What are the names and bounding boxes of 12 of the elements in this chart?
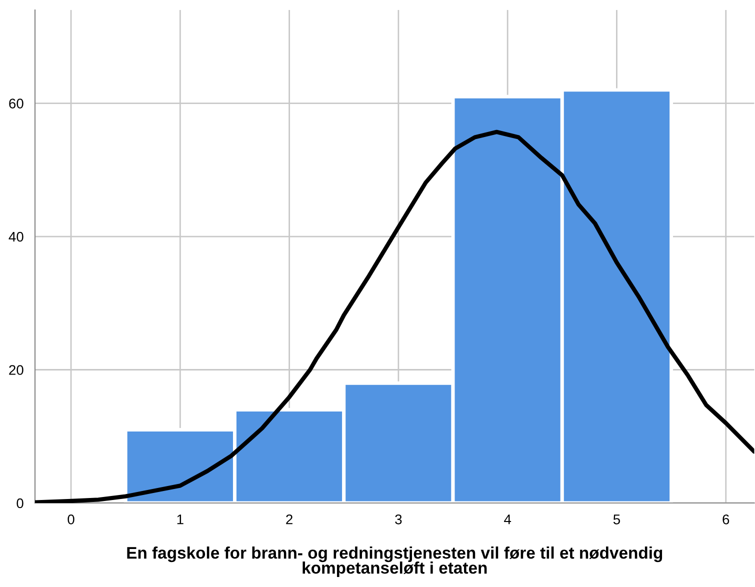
x-tick-label: 1 (177, 514, 184, 524)
x-tick-label: 0 (68, 514, 74, 524)
x-axis-title: En fagskole for brann- og redningstjenesten vil føre til et nødvendig kompetanseløft i etaten (127, 546, 662, 578)
x-tick-label: 2 (286, 514, 292, 524)
y-tick-label: 20 (9, 365, 24, 375)
x-tick-label: 3 (395, 514, 402, 524)
y-tick-label: 40 (8, 232, 24, 242)
x-tick-label: 5 (613, 514, 620, 524)
y-tick-label: 0 (16, 498, 24, 508)
x-tick-label: 4 (504, 514, 512, 524)
y-tick-label: 60 (9, 98, 24, 108)
x-tick-label: 6 (722, 514, 730, 524)
